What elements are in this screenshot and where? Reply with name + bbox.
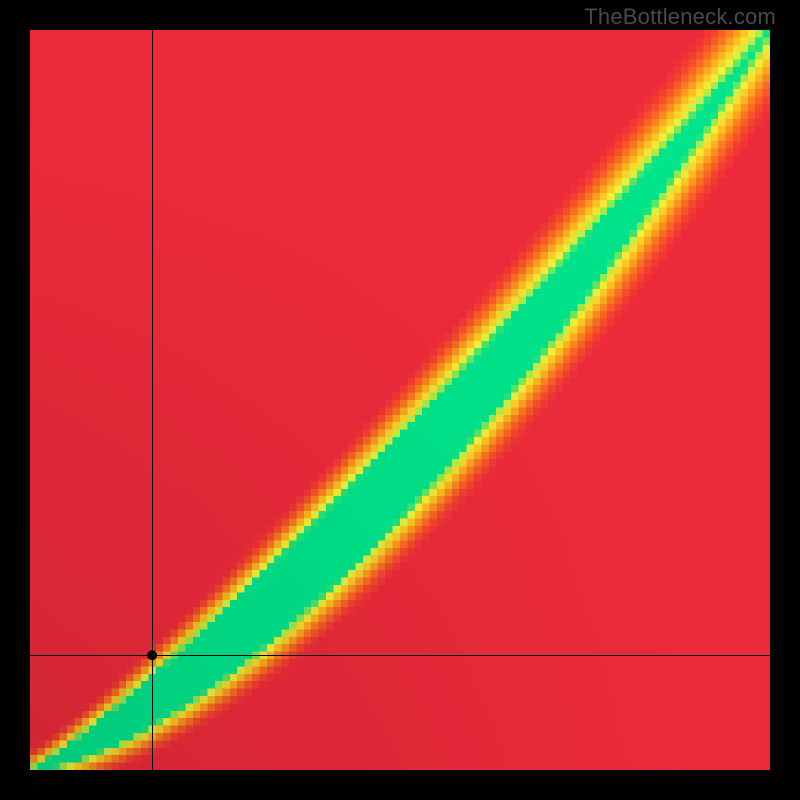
watermark-text: TheBottleneck.com (584, 4, 776, 30)
image-frame: TheBottleneck.com (0, 0, 800, 800)
heatmap-plot-area (30, 30, 770, 770)
crosshair-overlay (30, 30, 770, 770)
